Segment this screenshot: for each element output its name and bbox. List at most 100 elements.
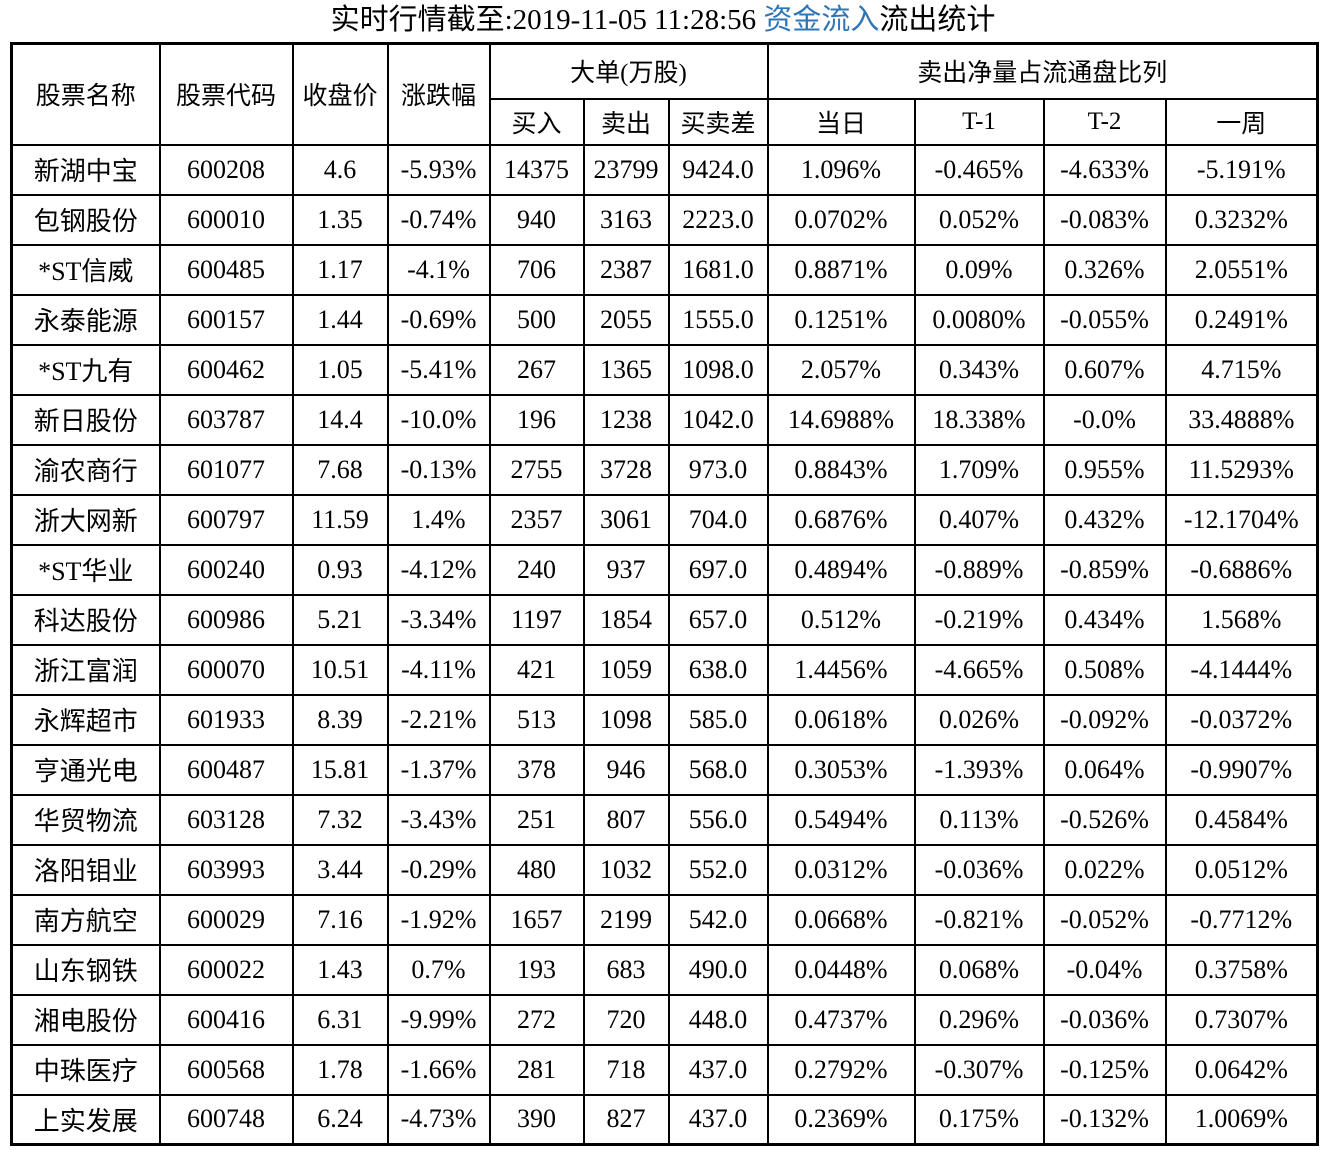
- cell-t1-ratio: 0.09%: [913, 243, 1045, 296]
- cell-day-ratio: 1.4456%: [766, 643, 916, 696]
- cell-stock-name: 华贸物流: [10, 793, 161, 846]
- cell-buy-volume: 390: [488, 1093, 585, 1146]
- table-header: 股票名称 股票代码 收盘价 涨跌幅 大单(万股) 卖出净量占流通盘比列 买入 卖…: [10, 42, 1319, 146]
- cell-buy-volume: 14375: [488, 143, 585, 196]
- cell-buy-volume: 500: [488, 293, 585, 346]
- cell-buy-sell-diff: 9424.0: [667, 143, 769, 196]
- cell-sell-volume: 937: [582, 543, 670, 596]
- cell-stock-name: 南方航空: [10, 893, 161, 946]
- cell-t2-ratio: -0.055%: [1042, 293, 1167, 346]
- table-row: 新湖中宝 600208 4.6 -5.93% 14375 23799 9424.…: [10, 143, 1319, 196]
- cell-stock-name: 新湖中宝: [10, 143, 161, 196]
- table-row: 华贸物流 603128 7.32 -3.43% 251 807 556.0 0.…: [10, 793, 1319, 846]
- cell-t2-ratio: 0.607%: [1042, 343, 1167, 396]
- cell-buy-volume: 251: [488, 793, 585, 846]
- cell-change-pct: -0.74%: [386, 193, 491, 246]
- cell-close-price: 1.17: [291, 243, 389, 296]
- cell-week-ratio: 33.4888%: [1164, 393, 1319, 446]
- cell-day-ratio: 14.6988%: [766, 393, 916, 446]
- cell-day-ratio: 0.2369%: [766, 1093, 916, 1146]
- cell-stock-code: 601933: [158, 693, 294, 746]
- cell-week-ratio: 4.715%: [1164, 343, 1319, 396]
- cell-t2-ratio: 0.432%: [1042, 493, 1167, 546]
- cell-t2-ratio: -0.526%: [1042, 793, 1167, 846]
- col-header-stock-name: 股票名称: [10, 42, 161, 146]
- cell-week-ratio: 2.0551%: [1164, 243, 1319, 296]
- cell-change-pct: -4.73%: [386, 1093, 491, 1146]
- title-prefix: 实时行情截至:2019-11-05 11:28:56: [330, 4, 764, 36]
- cell-week-ratio: -12.1704%: [1164, 493, 1319, 546]
- cell-close-price: 15.81: [291, 743, 389, 796]
- cell-buy-volume: 196: [488, 393, 585, 446]
- cell-t1-ratio: 0.407%: [913, 493, 1045, 546]
- col-header-buy: 买入: [488, 97, 585, 146]
- cell-buy-sell-diff: 697.0: [667, 543, 769, 596]
- cell-close-price: 11.59: [291, 493, 389, 546]
- cell-sell-volume: 720: [582, 993, 670, 1046]
- cell-stock-name: *ST信威: [10, 243, 161, 296]
- cell-buy-sell-diff: 1098.0: [667, 343, 769, 396]
- cell-sell-volume: 1032: [582, 843, 670, 896]
- cell-change-pct: -2.21%: [386, 693, 491, 746]
- cell-t2-ratio: 0.022%: [1042, 843, 1167, 896]
- table-row: 湘电股份 600416 6.31 -9.99% 272 720 448.0 0.…: [10, 993, 1319, 1046]
- cell-sell-volume: 23799: [582, 143, 670, 196]
- cell-stock-name: 永泰能源: [10, 293, 161, 346]
- cell-week-ratio: 1.568%: [1164, 593, 1319, 646]
- cell-close-price: 10.51: [291, 643, 389, 696]
- cell-buy-sell-diff: 704.0: [667, 493, 769, 546]
- cell-sell-volume: 1059: [582, 643, 670, 696]
- cell-close-price: 14.4: [291, 393, 389, 446]
- cell-day-ratio: 0.0618%: [766, 693, 916, 746]
- cell-stock-name: 新日股份: [10, 393, 161, 446]
- cell-sell-volume: 683: [582, 943, 670, 996]
- table-row: 科达股份 600986 5.21 -3.34% 1197 1854 657.0 …: [10, 593, 1319, 646]
- cell-day-ratio: 0.6876%: [766, 493, 916, 546]
- table-row: 上实发展 600748 6.24 -4.73% 390 827 437.0 0.…: [10, 1093, 1319, 1146]
- cell-buy-volume: 706: [488, 243, 585, 296]
- col-group-net-sell-ratio: 卖出净量占流通盘比列: [766, 42, 1319, 100]
- cell-close-price: 5.21: [291, 593, 389, 646]
- cell-stock-code: 603128: [158, 793, 294, 846]
- cell-buy-volume: 1197: [488, 593, 585, 646]
- cell-stock-code: 600748: [158, 1093, 294, 1146]
- cell-t1-ratio: -0.465%: [913, 143, 1045, 196]
- table-row: 浙江富润 600070 10.51 -4.11% 421 1059 638.0 …: [10, 643, 1319, 696]
- cell-day-ratio: 0.512%: [766, 593, 916, 646]
- title-highlight-funds-inflow: 资金流入: [763, 4, 880, 36]
- cell-t2-ratio: -0.092%: [1042, 693, 1167, 746]
- col-header-t2: T-2: [1042, 97, 1167, 146]
- cell-close-price: 6.24: [291, 1093, 389, 1146]
- cell-buy-volume: 2357: [488, 493, 585, 546]
- page-title: 实时行情截至:2019-11-05 11:28:56 资金流入流出统计: [0, 0, 1326, 42]
- table-row: 包钢股份 600010 1.35 -0.74% 940 3163 2223.0 …: [10, 193, 1319, 246]
- title-suffix: 流出统计: [879, 4, 996, 36]
- cell-stock-name: 永辉超市: [10, 693, 161, 746]
- cell-week-ratio: 0.7307%: [1164, 993, 1319, 1046]
- cell-close-price: 3.44: [291, 843, 389, 896]
- cell-t2-ratio: -0.125%: [1042, 1043, 1167, 1096]
- table-row: 永辉超市 601933 8.39 -2.21% 513 1098 585.0 0…: [10, 693, 1319, 746]
- cell-week-ratio: -4.1444%: [1164, 643, 1319, 696]
- table-row: 浙大网新 600797 11.59 1.4% 2357 3061 704.0 0…: [10, 493, 1319, 546]
- cell-t1-ratio: -0.036%: [913, 843, 1045, 896]
- cell-stock-name: 浙江富润: [10, 643, 161, 696]
- cell-close-price: 8.39: [291, 693, 389, 746]
- cell-stock-code: 600157: [158, 293, 294, 346]
- cell-change-pct: -9.99%: [386, 993, 491, 1046]
- cell-week-ratio: -5.191%: [1164, 143, 1319, 196]
- cell-stock-code: 601077: [158, 443, 294, 496]
- cell-t2-ratio: 0.064%: [1042, 743, 1167, 796]
- cell-stock-code: 600208: [158, 143, 294, 196]
- cell-close-price: 7.16: [291, 893, 389, 946]
- col-header-change-pct: 涨跌幅: [386, 42, 491, 146]
- cell-stock-name: *ST九有: [10, 343, 161, 396]
- cell-close-price: 4.6: [291, 143, 389, 196]
- cell-stock-code: 600485: [158, 243, 294, 296]
- cell-stock-name: 渝农商行: [10, 443, 161, 496]
- cell-day-ratio: 0.3053%: [766, 743, 916, 796]
- cell-buy-volume: 267: [488, 343, 585, 396]
- cell-buy-sell-diff: 657.0: [667, 593, 769, 646]
- table-row: *ST华业 600240 0.93 -4.12% 240 937 697.0 0…: [10, 543, 1319, 596]
- cell-day-ratio: 0.0668%: [766, 893, 916, 946]
